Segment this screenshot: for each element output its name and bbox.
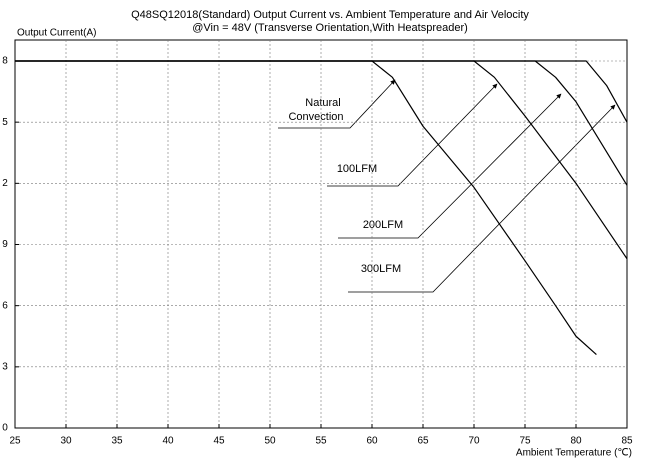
annotation: Natural: [305, 97, 340, 109]
y-tick-label: 2: [2, 178, 8, 189]
x-tick-label: 30: [60, 436, 72, 447]
x-tick-label: 35: [111, 436, 123, 447]
series-line: [15, 60, 597, 356]
x-tick-label: 75: [519, 436, 531, 447]
series-line: [15, 60, 628, 186]
y-tick-label: 9: [2, 239, 8, 250]
y-tick-label: 5: [2, 117, 8, 128]
x-tick-label: 55: [315, 436, 327, 447]
x-tick-label: 40: [162, 436, 174, 447]
x-axis-label: Ambient Temperature (℃): [516, 448, 632, 459]
series-line: [15, 60, 628, 123]
x-tick-label: 85: [621, 436, 633, 447]
x-tick-label: 50: [264, 436, 276, 447]
chart-title: Q48SQ12018(Standard) Output Current vs. …: [131, 9, 529, 21]
chart-subtitle: @Vin = 48V (Transverse Orientation,With …: [192, 22, 468, 34]
annotation: Convection: [288, 111, 343, 123]
x-tick-label: 80: [570, 436, 582, 447]
y-tick-label: 6: [2, 300, 8, 311]
y-tick-label: 8: [2, 56, 8, 67]
leaders: [278, 79, 616, 293]
annotation: 200LFM: [363, 219, 403, 231]
x-tick-label: 60: [366, 436, 378, 447]
y-axis-label: Output Current(A): [17, 28, 96, 39]
y-tick-label: 0: [2, 423, 8, 434]
x-tick-label: 45: [213, 436, 225, 447]
annotation: 300LFM: [361, 263, 401, 275]
annotation: 100LFM: [337, 163, 377, 175]
x-tick-label: 25: [9, 436, 21, 447]
x-tick-label: 70: [468, 436, 480, 447]
x-tick-label: 65: [417, 436, 429, 447]
y-tick-label: 3: [2, 361, 8, 372]
